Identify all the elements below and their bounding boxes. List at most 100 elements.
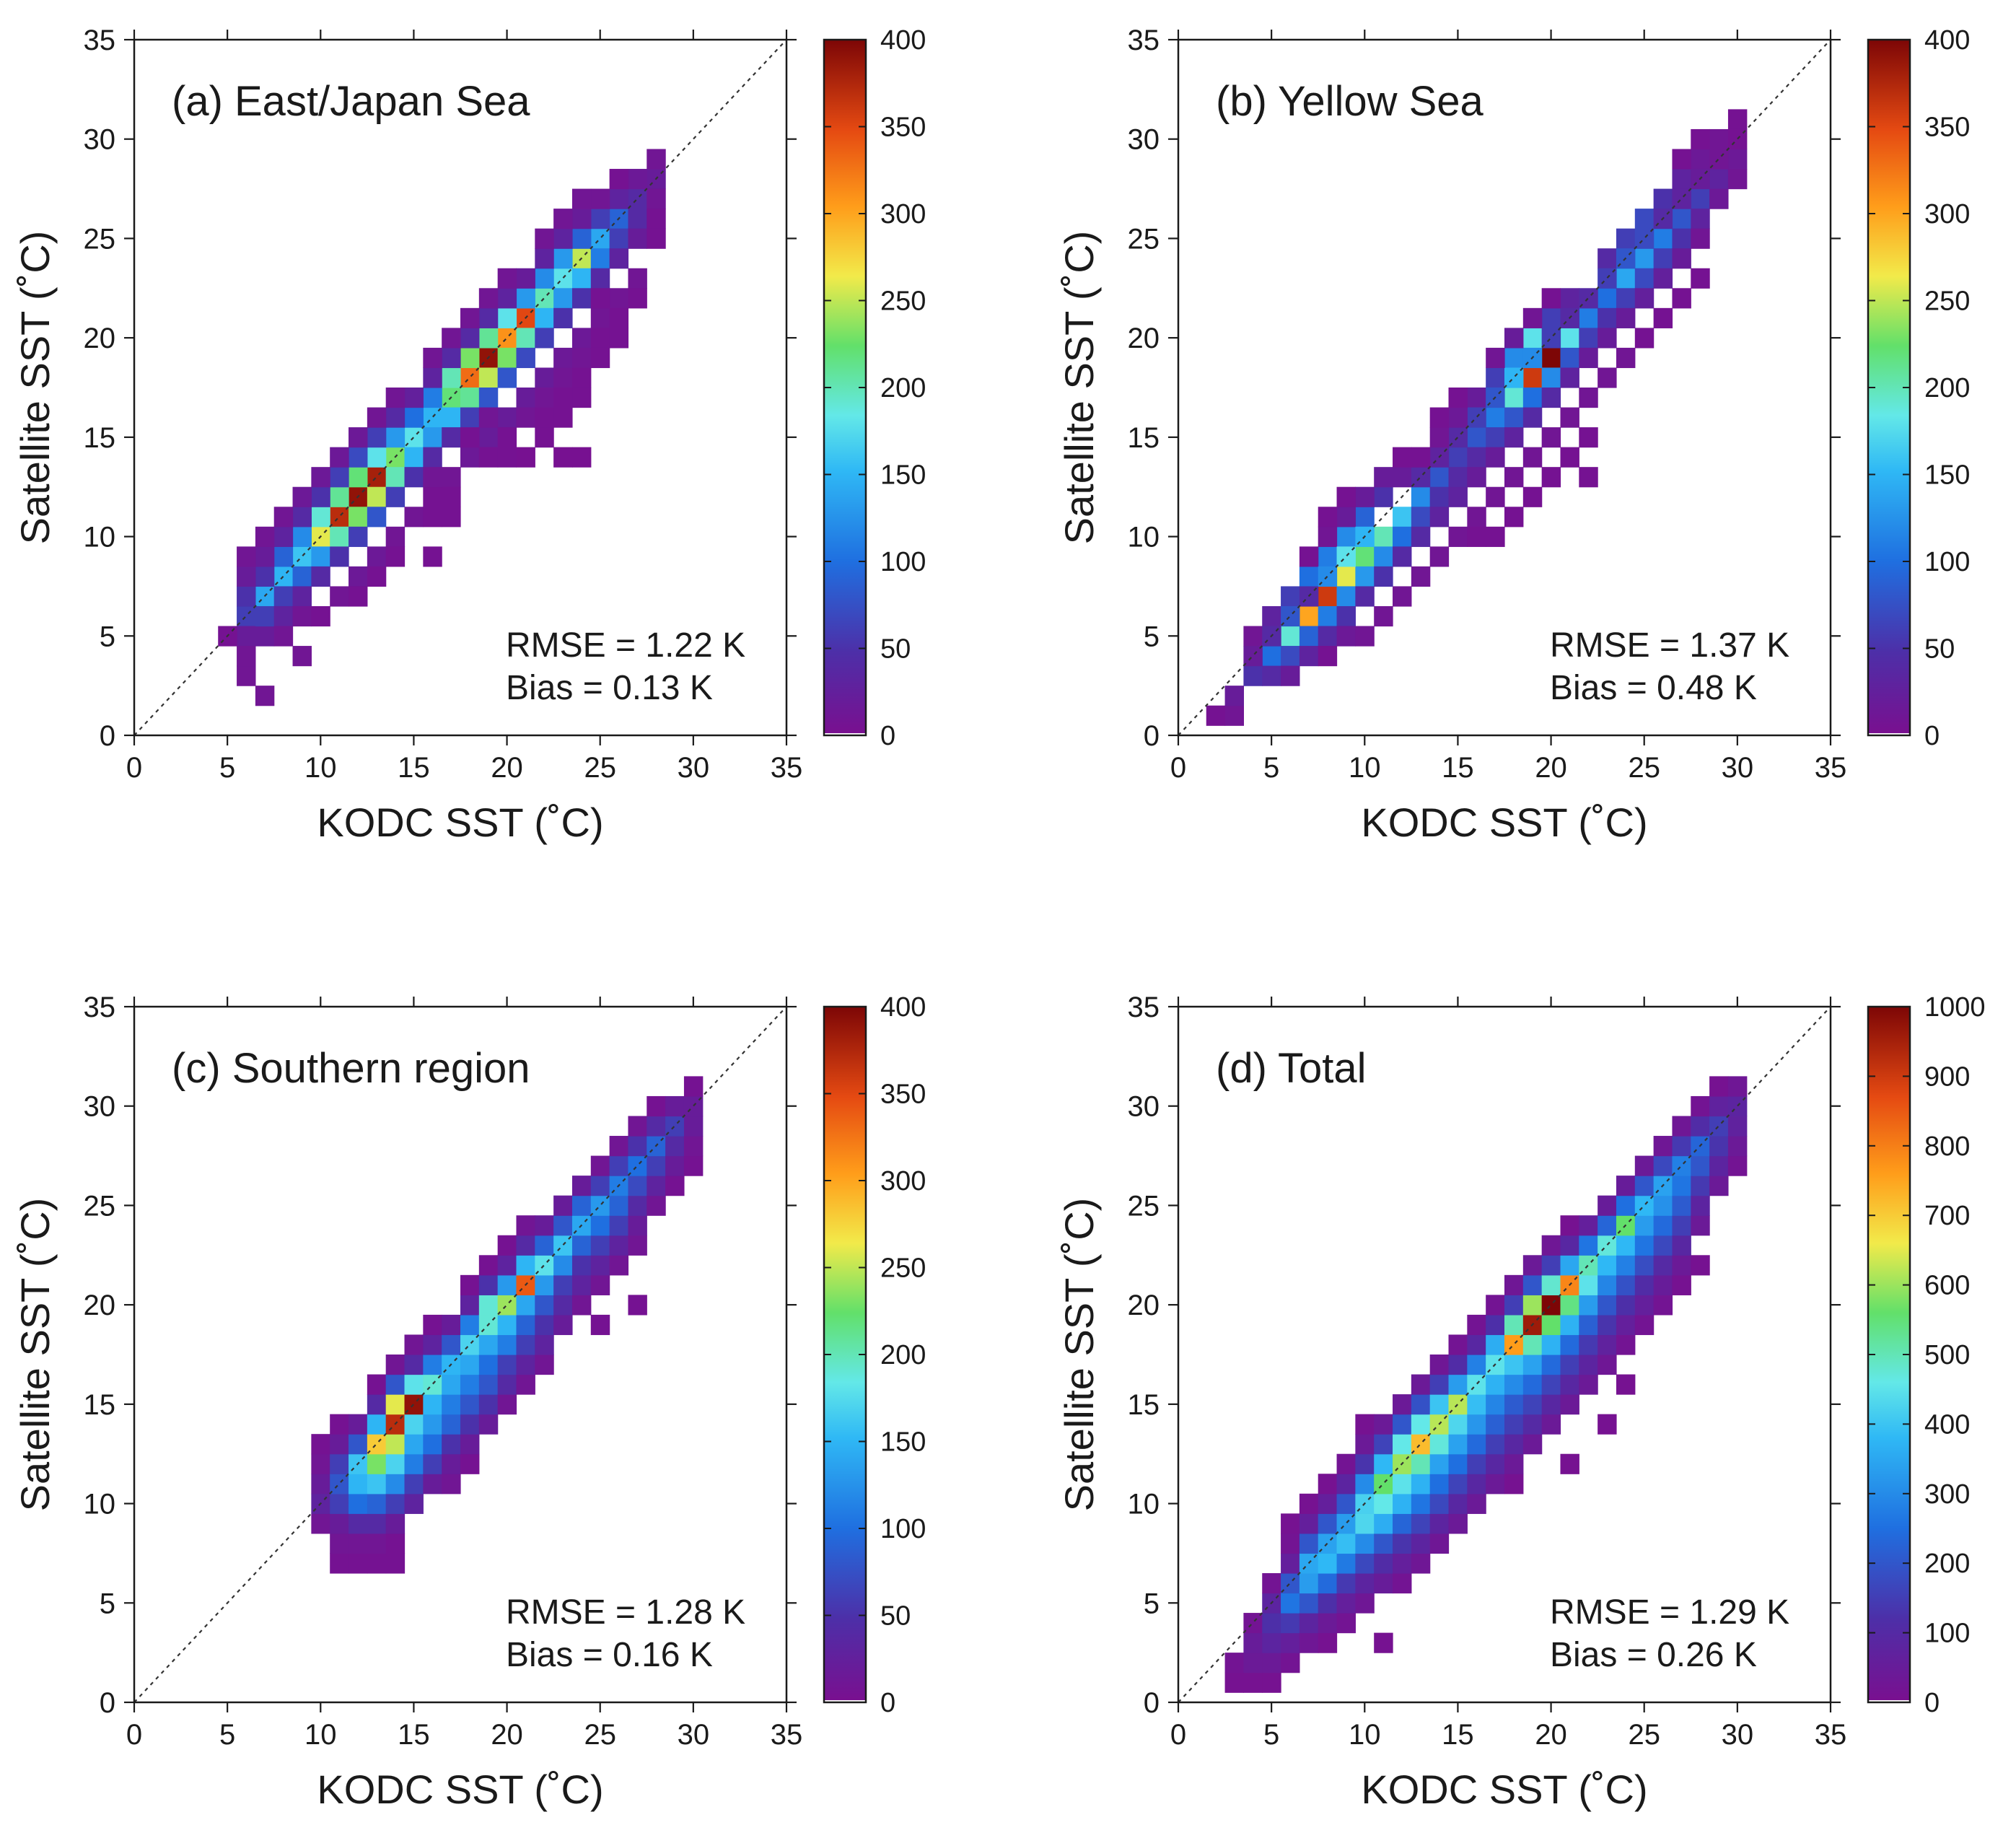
colorbar-zero-band xyxy=(1868,1700,1910,1702)
heatmap-cell xyxy=(1691,1116,1710,1137)
heatmap-cell xyxy=(1691,188,1710,209)
heatmap-cell xyxy=(237,566,256,587)
heatmap-cell xyxy=(1318,1513,1338,1534)
heatmap-cell xyxy=(460,307,480,328)
heatmap-cell xyxy=(1634,1314,1655,1336)
heatmap-cell xyxy=(442,467,461,488)
heatmap-cell xyxy=(330,1434,349,1455)
heatmap-cell xyxy=(478,1274,499,1295)
heatmap-cell xyxy=(1709,1155,1729,1176)
heatmap-cell xyxy=(628,1235,647,1256)
heatmap-cell xyxy=(1336,1613,1356,1634)
x-tick-label: 35 xyxy=(1815,752,1847,784)
heatmap-cell xyxy=(330,546,349,567)
heatmap-cell xyxy=(1634,268,1655,289)
y-tick-label: 20 xyxy=(1128,1290,1160,1321)
heatmap-cell xyxy=(1243,1672,1263,1693)
heatmap-cell xyxy=(1541,1394,1561,1415)
heatmap-cell xyxy=(1579,467,1598,488)
heatmap-cell xyxy=(1634,1176,1655,1196)
heatmap-cell xyxy=(1634,228,1655,249)
heatmap-cell xyxy=(1522,1334,1543,1355)
y-tick-label: 15 xyxy=(84,422,116,454)
heatmap-cell xyxy=(330,526,349,547)
heatmap-cell xyxy=(1598,367,1617,388)
heatmap-cell xyxy=(535,427,554,448)
heatmap-cell xyxy=(311,1513,330,1534)
heatmap-cell xyxy=(460,1453,480,1474)
colorbar-tick-label: 50 xyxy=(1924,634,1955,665)
heatmap-cell xyxy=(273,507,294,528)
colorbar-tick-label: 100 xyxy=(1924,547,1970,577)
heatmap-cell xyxy=(423,1355,442,1375)
heatmap-cell xyxy=(1504,1414,1524,1435)
x-tick-label: 20 xyxy=(1535,752,1567,784)
heatmap-cell xyxy=(349,1434,368,1455)
heatmap-cell xyxy=(311,566,330,587)
heatmap-cell xyxy=(423,388,442,408)
heatmap-cell xyxy=(1299,566,1319,587)
heatmap-cell xyxy=(1653,1215,1673,1236)
heatmap-cell xyxy=(423,1474,442,1495)
rmse-text: RMSE = 1.22 K xyxy=(506,626,745,665)
heatmap-cell xyxy=(553,228,573,249)
heatmap-cell xyxy=(628,1155,647,1176)
heatmap-cell xyxy=(1504,1394,1524,1415)
heatmap-cell xyxy=(683,1076,704,1097)
heatmap-cell xyxy=(460,367,480,388)
heatmap-cell xyxy=(1393,1513,1412,1534)
colorbar-tick-label: 300 xyxy=(1924,1479,1970,1510)
heatmap-cell xyxy=(1727,109,1748,130)
heatmap-cell xyxy=(460,1434,480,1455)
heatmap-cell xyxy=(1336,1493,1356,1514)
x-tick-label: 25 xyxy=(584,752,616,784)
heatmap-cell xyxy=(1653,1295,1673,1316)
heatmap-cell xyxy=(442,1394,461,1415)
heatmap-cell xyxy=(1411,1533,1431,1554)
heatmap-cell xyxy=(404,388,424,408)
y-tick-label: 25 xyxy=(1128,223,1160,255)
heatmap-cell xyxy=(292,507,312,528)
heatmap-cell xyxy=(349,1414,368,1435)
x-tick-label: 20 xyxy=(491,1719,523,1751)
heatmap-cell xyxy=(423,486,442,507)
y-tick-label: 0 xyxy=(1144,720,1160,752)
heatmap-cell xyxy=(1504,388,1524,408)
heatmap-cell xyxy=(1616,1235,1636,1256)
heatmap-cell xyxy=(1486,1334,1505,1355)
heatmap-cell xyxy=(1560,1255,1579,1276)
heatmap-cell xyxy=(1579,427,1598,448)
heatmap-cell xyxy=(665,1155,685,1176)
heatmap-cell xyxy=(1429,1355,1450,1375)
heatmap-cell xyxy=(1504,367,1524,388)
heatmap-cell xyxy=(460,1314,480,1336)
heatmap-cell xyxy=(1634,1295,1655,1316)
heatmap-cell xyxy=(1560,1295,1579,1316)
heatmap-cell xyxy=(1691,268,1710,289)
heatmap-cell xyxy=(1598,1255,1617,1276)
x-axis-title: KODC SST (˚C) xyxy=(1361,1767,1647,1812)
heatmap-cell xyxy=(349,1493,368,1514)
heatmap-cell xyxy=(385,1453,406,1474)
x-tick-label: 15 xyxy=(1442,752,1474,784)
heatmap-cell xyxy=(1598,1195,1617,1216)
heatmap-cell xyxy=(442,328,461,349)
x-tick-label: 10 xyxy=(1349,752,1381,784)
heatmap-cell xyxy=(1206,705,1226,726)
heatmap-cell xyxy=(1560,1314,1579,1336)
heatmap-cell xyxy=(292,486,312,507)
x-tick-label: 35 xyxy=(771,1719,803,1751)
colorbar-tick-label: 0 xyxy=(880,721,895,751)
heatmap-cell xyxy=(1616,1274,1636,1295)
heatmap-cell xyxy=(535,1274,554,1295)
heatmap-cell xyxy=(1672,169,1691,190)
heatmap-cell xyxy=(1709,1076,1729,1097)
heatmap-cell xyxy=(349,586,368,607)
y-tick-label: 5 xyxy=(1144,621,1160,652)
heatmap-cell xyxy=(516,1355,535,1375)
heatmap-cell xyxy=(1224,705,1244,726)
heatmap-cell xyxy=(1709,169,1729,190)
y-axis-title: Satellite SST (˚C) xyxy=(1056,1198,1102,1512)
heatmap-cell xyxy=(423,507,442,528)
